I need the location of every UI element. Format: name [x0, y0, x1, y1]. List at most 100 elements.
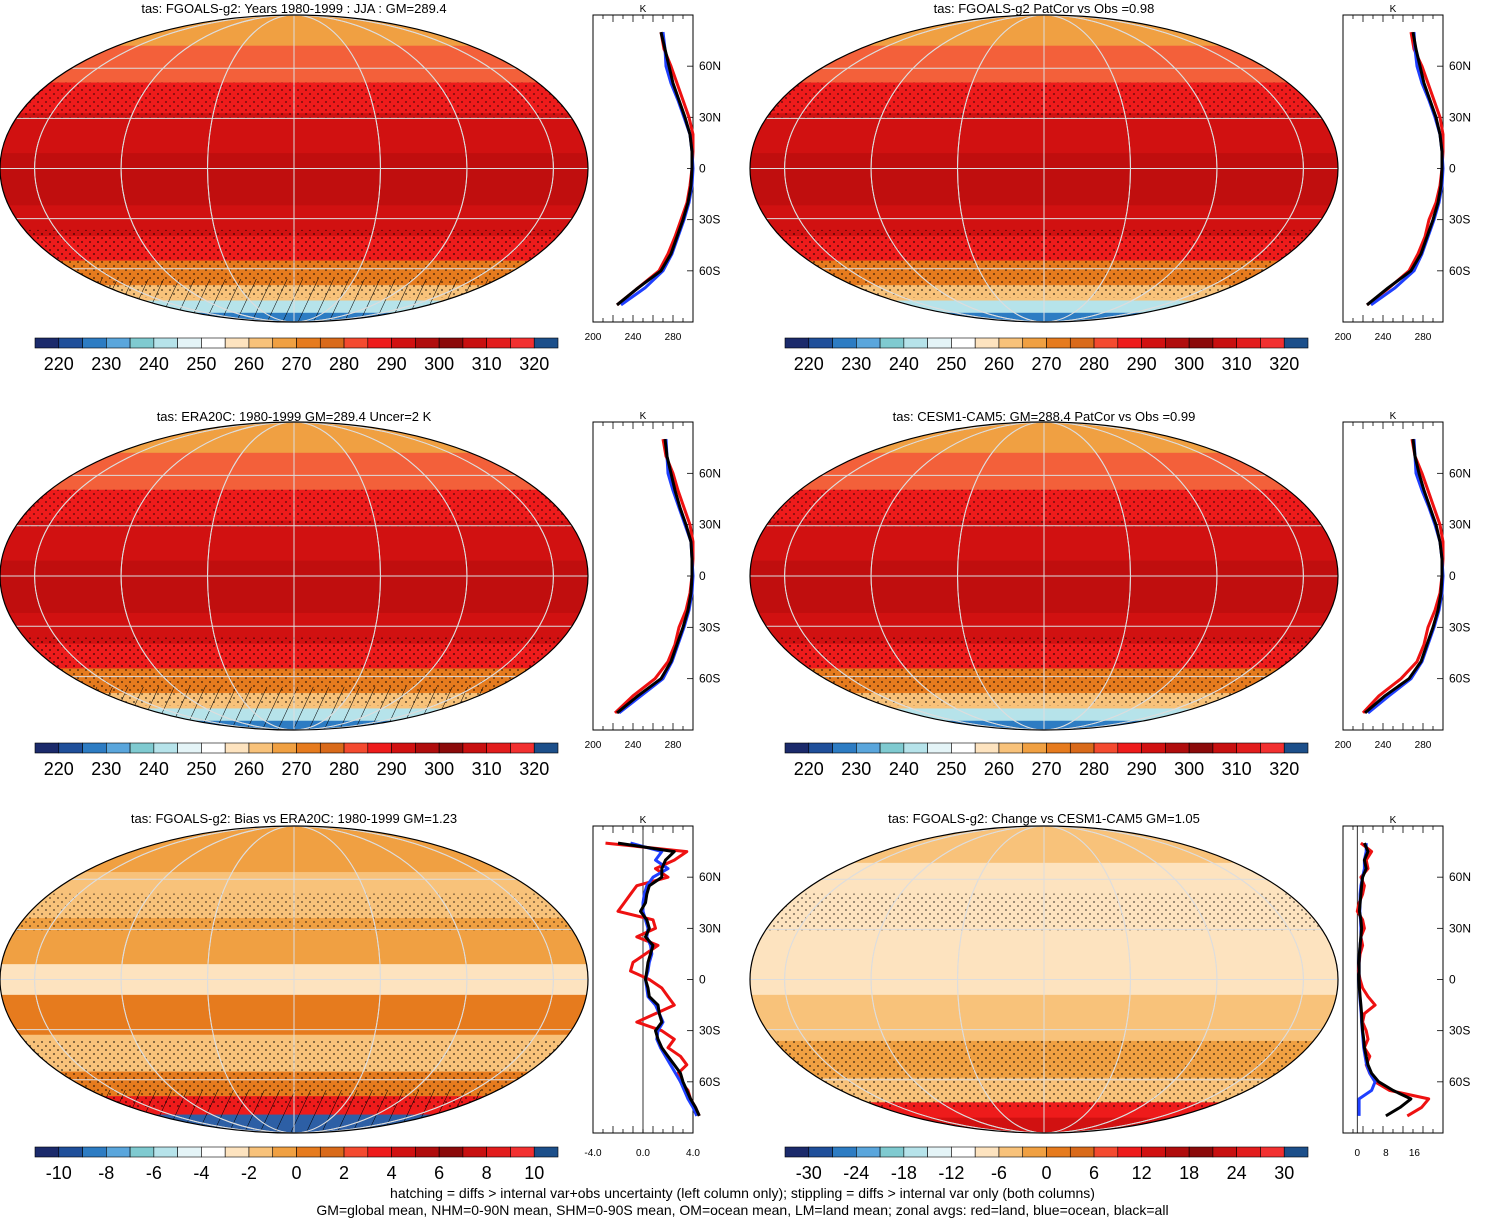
profile-series-land — [1355, 841, 1431, 1118]
footer-line-1: hatching = diffs > internal var+obs unce… — [390, 1185, 1095, 1201]
colorbar-label: 30 — [1274, 1163, 1294, 1183]
map-field — [0, 15, 588, 322]
colorbar-label: 2 — [339, 1163, 349, 1183]
colorbar-label: 0 — [291, 1163, 301, 1183]
colorbar-swatch — [856, 337, 881, 349]
colorbar-swatch — [177, 1146, 202, 1158]
colorbar-swatch — [415, 337, 440, 349]
latitude-label: 30N — [1449, 518, 1471, 532]
profile-tick-label: 4.0 — [686, 1148, 700, 1159]
latitude-label: 60N — [1449, 59, 1471, 73]
colorbar-swatch — [808, 1146, 833, 1158]
latitude-label: 30S — [699, 213, 720, 227]
colorbar-label: 260 — [984, 759, 1014, 779]
colorbar-swatch — [224, 337, 250, 349]
profile-series-all — [617, 841, 701, 1117]
colorbar-swatch — [1117, 1146, 1142, 1158]
colorbar-swatch — [1093, 1146, 1119, 1158]
colorbar-swatch — [998, 742, 1024, 754]
colorbar-swatch — [129, 1146, 155, 1158]
colorbar-label: 220 — [44, 354, 74, 374]
zonal-profile: K 200 240 280 60N 30N 0 30S 60S — [585, 411, 721, 751]
colorbar-label: 280 — [1079, 759, 1109, 779]
colorbar-label: 270 — [1031, 759, 1061, 779]
colorbar-label: 290 — [377, 354, 407, 374]
profile-tick-label: 8 — [1383, 1148, 1389, 1159]
map-outline — [749, 14, 1339, 323]
latitude-label: 60N — [1449, 870, 1471, 884]
unit-label: K — [640, 815, 647, 826]
colorbar-label: 260 — [234, 354, 264, 374]
profile-series-ocean — [618, 439, 695, 715]
colorbar-swatch — [1069, 337, 1095, 349]
latitude-label: 30N — [1449, 921, 1471, 935]
colorbar-label: 320 — [1269, 759, 1299, 779]
colorbar-swatch — [1260, 1146, 1285, 1158]
map-outline — [0, 421, 589, 731]
colorbar-swatch — [1141, 1146, 1166, 1158]
panel-0-0: tas: FGOALS-g2: Years 1980-1999 : JJA : … — [0, 1, 721, 374]
colorbar-swatch — [974, 337, 1000, 349]
colorbar-label: -30 — [796, 1163, 822, 1183]
panel-title: tas: FGOALS-g2 PatCor vs Obs =0.98 — [934, 1, 1155, 16]
colorbar-swatch — [951, 337, 976, 349]
latitude-label: 60S — [1449, 672, 1470, 686]
colorbar-swatch — [224, 742, 250, 754]
colorbar-label: 240 — [139, 759, 169, 779]
colorbar-swatch — [533, 742, 559, 754]
colorbar-swatch — [510, 742, 535, 754]
colorbar-label: 230 — [841, 354, 871, 374]
latitude-label: 0 — [699, 569, 706, 583]
latitude-label: 60N — [699, 870, 721, 884]
colorbar-label: 320 — [1269, 354, 1299, 374]
colorbar-label: 320 — [519, 354, 549, 374]
colorbar-swatch — [998, 1146, 1024, 1158]
colorbar-label: 18 — [1179, 1163, 1199, 1183]
colorbar-swatch — [106, 337, 131, 349]
colorbar-label: -8 — [98, 1163, 114, 1183]
map-field — [750, 826, 1338, 1133]
colorbar-swatch — [879, 337, 905, 349]
colorbar-swatch — [1212, 742, 1237, 754]
colorbar-swatch — [272, 1146, 297, 1158]
panel-2-1: tas: FGOALS-g2: Change vs CESM1-CAM5 GM=… — [749, 811, 1471, 1183]
colorbar-swatch — [1188, 337, 1214, 349]
colorbar-swatch — [927, 1146, 952, 1158]
colorbar-label: 290 — [377, 759, 407, 779]
colorbar-label: 310 — [1222, 759, 1252, 779]
latitude-label: 30S — [699, 1024, 720, 1038]
colorbar-swatch — [82, 1146, 107, 1158]
colorbar-swatch — [367, 742, 392, 754]
colorbar-swatch — [1188, 1146, 1214, 1158]
colorbar-swatch — [879, 742, 905, 754]
unit-label: K — [640, 4, 647, 15]
colorbar: 220 230 240 250 260 270 280 290 300 310 320 — [34, 742, 559, 779]
colorbar-swatch — [1260, 742, 1285, 754]
colorbar-swatch — [1022, 742, 1047, 754]
colorbar-label: 6 — [1089, 1163, 1099, 1183]
profile-series-ocean — [1370, 32, 1445, 307]
colorbar-swatch — [951, 742, 976, 754]
colorbar-swatch — [1093, 742, 1119, 754]
colorbar-label: 290 — [1127, 759, 1157, 779]
profile-tick-label: 240 — [625, 332, 642, 343]
profile-series-all — [616, 438, 694, 715]
colorbar-label: 260 — [234, 759, 264, 779]
colorbar-swatch — [367, 337, 392, 349]
latitude-label: 0 — [1449, 162, 1456, 176]
profile-tick-label: 200 — [1335, 332, 1352, 343]
colorbar-label: -10 — [46, 1163, 72, 1183]
profile-tick-label: -4.0 — [584, 1148, 602, 1159]
profile-series-ocean — [620, 31, 695, 307]
colorbar-label: 310 — [472, 354, 502, 374]
colorbar-label: 280 — [329, 354, 359, 374]
profile-frame — [1342, 14, 1444, 323]
map-outline — [0, 825, 589, 1134]
colorbar-label: 220 — [794, 354, 824, 374]
profile-tick-label: 280 — [665, 332, 682, 343]
colorbar-label: 6 — [434, 1163, 444, 1183]
colorbar-swatch — [438, 337, 464, 349]
colorbar-swatch — [415, 1146, 440, 1158]
colorbar-label: -24 — [843, 1163, 869, 1183]
colorbar-label: 300 — [1174, 354, 1204, 374]
